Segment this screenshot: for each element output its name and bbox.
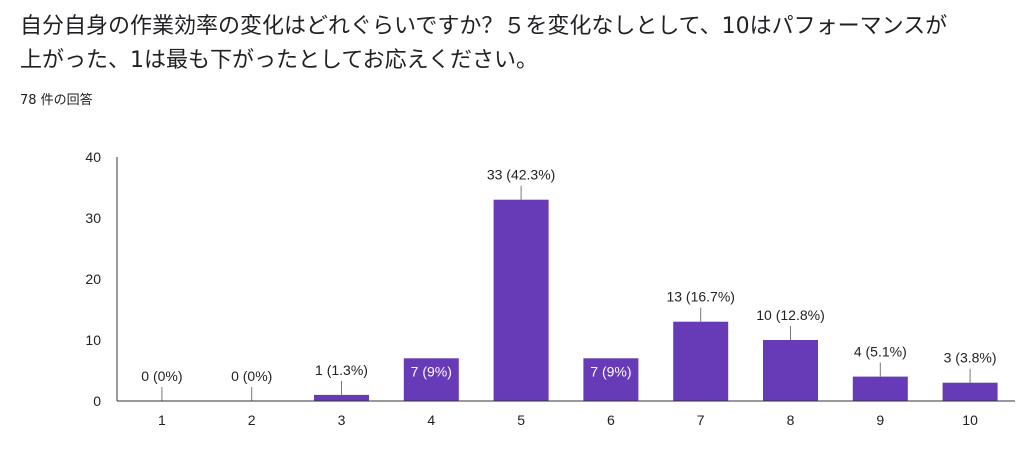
bar-4 [403,358,459,401]
x-tick-label-7: 7 [697,412,705,428]
y-tick-label: 40 [85,149,101,165]
x-tick-label-1: 1 [158,412,166,428]
x-tick-label-5: 5 [517,412,525,428]
data-label-3: 1 (1.3%) [315,362,368,378]
question-line-2: 上がった、1は最も下がったとしてお応えください。 [20,48,539,73]
x-tick-label-2: 2 [248,412,256,428]
x-tick-label-6: 6 [607,412,615,428]
bar-3 [314,394,369,401]
question-title: 自分自身の作業効率の変化はどれぐらいですか？５を変化なしとして、10はパフォーマ… [20,10,980,78]
bar-7 [673,321,729,401]
x-tick-label-4: 4 [427,412,435,428]
data-label-8: 10 (12.8%) [756,307,824,323]
bar-8 [763,340,818,401]
data-label-9: 4 (5.1%) [854,344,907,360]
bar-6 [583,358,639,401]
y-tick-label: 30 [85,210,101,226]
data-label-5: 33 (42.3%) [487,167,555,183]
bar-10 [942,382,998,401]
data-label-7: 13 (16.7%) [666,289,734,305]
y-tick-label: 10 [85,332,101,348]
data-label-2: 0 (0%) [231,368,272,384]
y-tick-label: 0 [93,393,101,409]
data-label-10: 3 (3.8%) [944,350,997,366]
bar-9 [852,376,908,401]
x-tick-label-10: 10 [962,412,978,428]
data-label-6: 7 (9%) [590,363,631,379]
x-tick-label-8: 8 [787,412,795,428]
x-tick-label-3: 3 [338,412,346,428]
data-label-4: 7 (9%) [411,363,452,379]
y-tick-label: 20 [85,271,101,287]
data-label-1: 0 (0%) [141,368,182,384]
x-tick-label-9: 9 [876,412,884,428]
response-count: 78 件の回答 [20,93,93,108]
bar-5 [493,199,549,401]
question-line-1: 自分自身の作業効率の変化はどれぐらいですか？５を変化なしとして、10はパフォーマ… [20,14,948,39]
